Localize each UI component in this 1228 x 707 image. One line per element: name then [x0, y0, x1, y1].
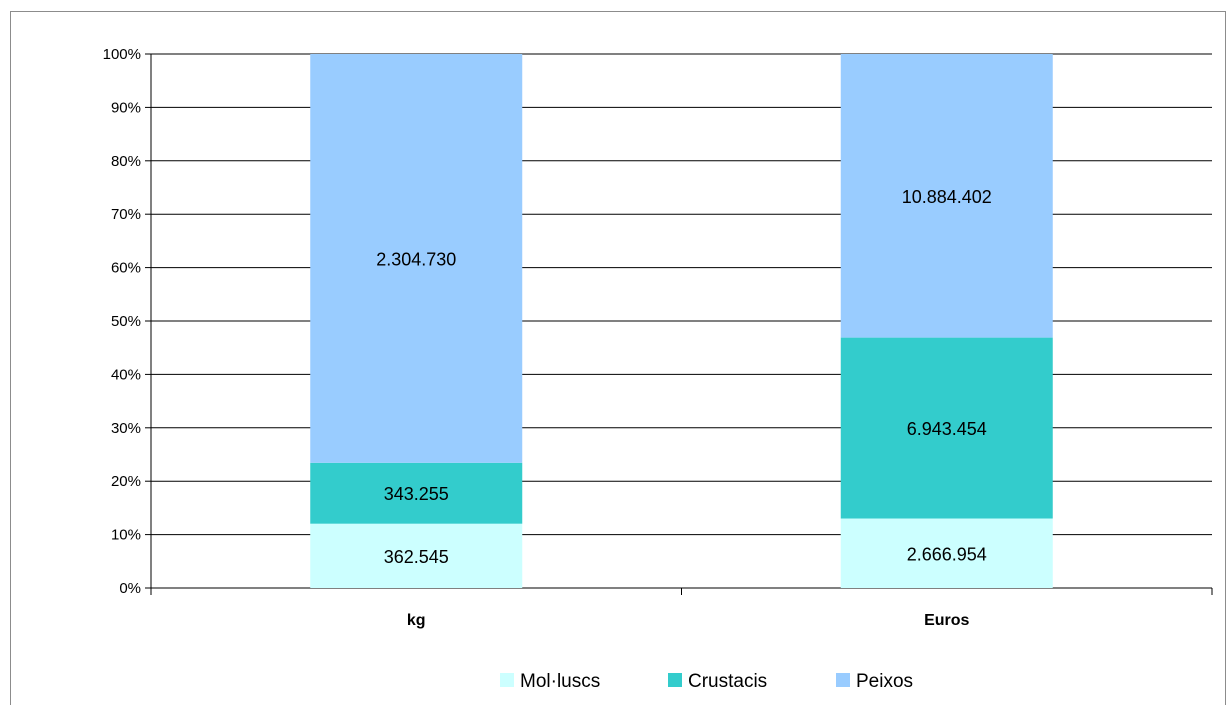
x-category-label: kg [407, 612, 426, 629]
bar-segment [840, 337, 1053, 519]
y-tick-label: 20% [111, 473, 141, 490]
y-tick-label: 70% [111, 206, 141, 223]
legend-label: Crustacis [688, 671, 767, 692]
bar-segment [310, 462, 523, 524]
data-label: 10.884.402 [902, 187, 992, 207]
legend-swatch [836, 673, 850, 687]
y-tick-label: 10% [111, 527, 141, 544]
legend-swatch [668, 673, 682, 687]
y-tick-label: 30% [111, 420, 141, 437]
y-tick-label: 100% [103, 46, 141, 63]
chart-frame [10, 11, 1226, 705]
data-label: 362.545 [384, 547, 449, 567]
data-label: 2.304.730 [376, 249, 456, 269]
y-tick-label: 90% [111, 99, 141, 116]
x-category-label: Euros [924, 612, 969, 629]
y-tick-label: 40% [111, 366, 141, 383]
legend-swatch [500, 673, 514, 687]
legend-label: Mol·luscs [520, 671, 600, 692]
data-label: 343.255 [384, 484, 449, 504]
y-tick-label: 0% [119, 580, 141, 597]
bar-segment [310, 523, 523, 588]
y-tick-label: 80% [111, 153, 141, 170]
data-label: 2.666.954 [907, 544, 987, 564]
legend-label: Peixos [856, 671, 913, 692]
data-label: 6.943.454 [907, 419, 987, 439]
bar-segment [840, 54, 1053, 338]
bar-segment [840, 518, 1053, 588]
y-tick-label: 60% [111, 260, 141, 277]
bar-segment [310, 54, 523, 463]
y-tick-label: 50% [111, 313, 141, 330]
